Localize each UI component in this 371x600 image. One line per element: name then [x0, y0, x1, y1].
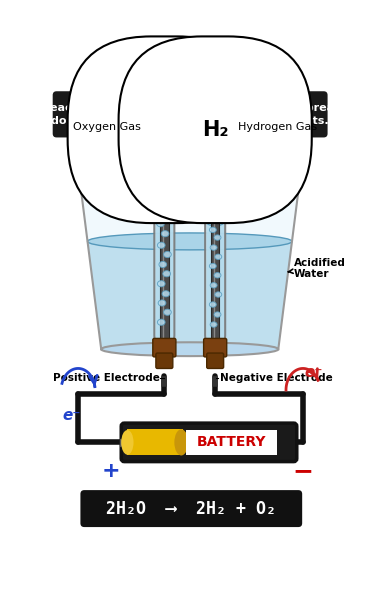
Ellipse shape — [162, 157, 170, 164]
Text: BATTERY: BATTERY — [197, 436, 266, 449]
FancyBboxPatch shape — [53, 91, 328, 137]
FancyBboxPatch shape — [154, 140, 174, 346]
Ellipse shape — [215, 292, 222, 297]
Bar — [207, 222, 224, 344]
Ellipse shape — [209, 302, 216, 307]
Ellipse shape — [157, 150, 165, 156]
FancyBboxPatch shape — [81, 490, 302, 527]
Text: e⁻: e⁻ — [305, 365, 323, 380]
Bar — [160, 202, 168, 341]
Ellipse shape — [214, 312, 221, 317]
FancyBboxPatch shape — [204, 338, 227, 357]
Ellipse shape — [209, 227, 216, 233]
Ellipse shape — [210, 283, 217, 288]
Text: O₂: O₂ — [151, 120, 178, 140]
Ellipse shape — [162, 290, 170, 297]
Text: Hydrogen Gas: Hydrogen Gas — [238, 122, 317, 133]
Ellipse shape — [157, 203, 165, 210]
FancyBboxPatch shape — [153, 338, 176, 357]
Ellipse shape — [156, 165, 164, 172]
Ellipse shape — [156, 182, 173, 190]
Ellipse shape — [157, 281, 165, 287]
Ellipse shape — [76, 141, 304, 157]
Ellipse shape — [157, 221, 164, 227]
Ellipse shape — [157, 242, 165, 248]
Ellipse shape — [158, 300, 166, 306]
Ellipse shape — [174, 429, 188, 455]
Ellipse shape — [214, 235, 221, 240]
Ellipse shape — [88, 233, 292, 250]
Ellipse shape — [210, 245, 217, 250]
Ellipse shape — [101, 342, 278, 356]
Bar — [127, 429, 183, 455]
Ellipse shape — [159, 262, 167, 268]
Text: Positive Electrode: Positive Electrode — [53, 373, 160, 383]
Ellipse shape — [161, 230, 169, 237]
Ellipse shape — [164, 251, 171, 257]
Ellipse shape — [163, 211, 171, 218]
Ellipse shape — [215, 254, 222, 259]
Ellipse shape — [207, 218, 224, 226]
Text: Oxygen Gas: Oxygen Gas — [73, 122, 141, 133]
Text: e⁻: e⁻ — [63, 408, 81, 423]
Ellipse shape — [163, 152, 171, 158]
Ellipse shape — [164, 309, 171, 316]
Ellipse shape — [157, 319, 165, 325]
Text: H₂: H₂ — [202, 120, 229, 140]
FancyBboxPatch shape — [121, 423, 297, 461]
Ellipse shape — [162, 194, 170, 200]
Text: Acidified
Water: Acidified Water — [288, 257, 345, 279]
Bar — [121, 439, 125, 446]
Ellipse shape — [158, 173, 166, 179]
Text: −: − — [292, 459, 313, 483]
Text: +: + — [101, 461, 120, 481]
Ellipse shape — [156, 186, 164, 192]
Bar — [156, 186, 173, 344]
Text: Negative Electrode: Negative Electrode — [220, 373, 332, 383]
Ellipse shape — [121, 430, 134, 455]
FancyBboxPatch shape — [205, 140, 225, 346]
Text: 2H₂O  ⟶  2H₂ + O₂: 2H₂O ⟶ 2H₂ + O₂ — [106, 500, 276, 518]
Bar — [211, 202, 219, 341]
Bar — [186, 430, 277, 455]
Text: Decomposition Reactions: Decomposition Reactions — [75, 83, 304, 98]
Polygon shape — [88, 241, 292, 349]
Text: A reaction where a more complex molecule breaks
down to form two or more simpler: A reaction where a more complex molecule… — [32, 103, 348, 126]
Ellipse shape — [163, 271, 171, 277]
Polygon shape — [76, 149, 304, 349]
FancyBboxPatch shape — [156, 353, 173, 368]
Ellipse shape — [210, 322, 217, 327]
Ellipse shape — [209, 263, 216, 269]
FancyBboxPatch shape — [207, 353, 224, 368]
Ellipse shape — [214, 272, 221, 278]
